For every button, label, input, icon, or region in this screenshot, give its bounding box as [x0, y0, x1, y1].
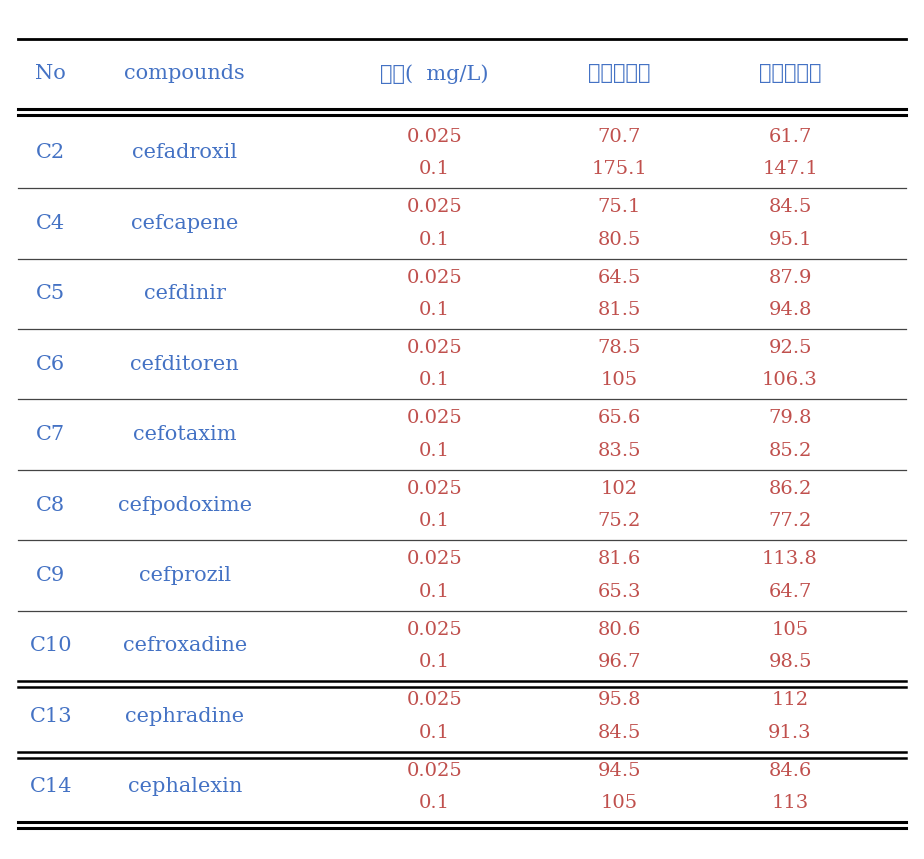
Text: 0.1: 0.1: [419, 230, 450, 248]
Text: C10: C10: [30, 637, 72, 655]
Text: cefotaxim: cefotaxim: [133, 425, 237, 444]
Text: 0.1: 0.1: [419, 512, 450, 530]
Text: 70.7: 70.7: [598, 128, 640, 146]
Text: cefprozil: cefprozil: [139, 566, 231, 585]
Text: 64.7: 64.7: [769, 582, 811, 600]
Text: No: No: [35, 64, 67, 83]
Text: 0.1: 0.1: [419, 301, 450, 319]
Text: 91.3: 91.3: [768, 723, 812, 741]
Text: 0.025: 0.025: [407, 551, 462, 569]
Text: 147.1: 147.1: [762, 160, 818, 178]
Text: 0.025: 0.025: [407, 339, 462, 357]
Text: 0.025: 0.025: [407, 198, 462, 216]
Text: C5: C5: [36, 284, 66, 303]
Text: 64.5: 64.5: [598, 269, 640, 287]
Text: 0.1: 0.1: [419, 723, 450, 741]
Text: compounds: compounds: [125, 64, 245, 83]
Text: 75.1: 75.1: [598, 198, 640, 216]
Text: 112: 112: [772, 691, 808, 710]
Text: cephalexin: cephalexin: [128, 777, 242, 796]
Text: 75.2: 75.2: [598, 512, 640, 530]
Text: 절대회수율: 절대회수율: [588, 64, 650, 83]
Text: 0.025: 0.025: [407, 269, 462, 287]
Text: C6: C6: [36, 355, 66, 374]
Text: 175.1: 175.1: [591, 160, 647, 178]
Text: 0.1: 0.1: [419, 371, 450, 389]
Text: 85.2: 85.2: [769, 442, 811, 460]
Text: 0.1: 0.1: [419, 653, 450, 671]
Text: 79.8: 79.8: [768, 410, 812, 428]
Text: 0.1: 0.1: [419, 582, 450, 600]
Text: 0.025: 0.025: [407, 410, 462, 428]
Text: cefpodoxime: cefpodoxime: [117, 496, 252, 515]
Text: 84.5: 84.5: [769, 198, 811, 216]
Text: 105: 105: [772, 621, 808, 639]
Text: 0.025: 0.025: [407, 691, 462, 710]
Text: 113.8: 113.8: [762, 551, 818, 569]
Text: 65.3: 65.3: [597, 582, 641, 600]
Text: 0.025: 0.025: [407, 128, 462, 146]
Text: 95.1: 95.1: [768, 230, 812, 248]
Text: 0.025: 0.025: [407, 621, 462, 639]
Text: cefditoren: cefditoren: [130, 355, 239, 374]
Text: 81.5: 81.5: [598, 301, 640, 319]
Text: C2: C2: [36, 143, 66, 162]
Text: 0.1: 0.1: [419, 442, 450, 460]
Text: cefcapene: cefcapene: [131, 214, 238, 233]
Text: cefdinir: cefdinir: [144, 284, 225, 303]
Text: 87.9: 87.9: [768, 269, 812, 287]
Text: C4: C4: [36, 214, 66, 233]
Text: 0.1: 0.1: [419, 794, 450, 812]
Text: cephradine: cephradine: [126, 707, 244, 726]
Text: 84.5: 84.5: [598, 723, 640, 741]
Text: 81.6: 81.6: [598, 551, 640, 569]
Text: C13: C13: [30, 707, 72, 726]
Text: 98.5: 98.5: [768, 653, 812, 671]
Text: C9: C9: [36, 566, 66, 585]
Text: 80.6: 80.6: [598, 621, 640, 639]
Text: 86.2: 86.2: [769, 480, 811, 498]
Text: 0.1: 0.1: [419, 160, 450, 178]
Text: 102: 102: [601, 480, 638, 498]
Text: cefadroxil: cefadroxil: [132, 143, 237, 162]
Text: 96.7: 96.7: [597, 653, 641, 671]
Text: 113: 113: [772, 794, 808, 812]
Text: C14: C14: [30, 777, 72, 796]
Text: C7: C7: [36, 425, 66, 444]
Text: cefroxadine: cefroxadine: [123, 637, 247, 655]
Text: 77.2: 77.2: [769, 512, 811, 530]
Text: 94.8: 94.8: [768, 301, 812, 319]
Text: 0.025: 0.025: [407, 762, 462, 780]
Text: 61.7: 61.7: [769, 128, 811, 146]
Text: 농도(  mg/L): 농도( mg/L): [380, 64, 489, 83]
Text: C8: C8: [36, 496, 66, 515]
Text: 105: 105: [601, 371, 638, 389]
Text: 78.5: 78.5: [598, 339, 640, 357]
Text: 92.5: 92.5: [768, 339, 812, 357]
Text: 65.6: 65.6: [598, 410, 640, 428]
Text: 상대회수율: 상대회수율: [759, 64, 821, 83]
Text: 105: 105: [601, 794, 638, 812]
Text: 83.5: 83.5: [597, 442, 641, 460]
Text: 80.5: 80.5: [598, 230, 640, 248]
Text: 95.8: 95.8: [597, 691, 641, 710]
Text: 94.5: 94.5: [597, 762, 641, 780]
Text: 0.025: 0.025: [407, 480, 462, 498]
Text: 84.6: 84.6: [769, 762, 811, 780]
Text: 106.3: 106.3: [762, 371, 818, 389]
